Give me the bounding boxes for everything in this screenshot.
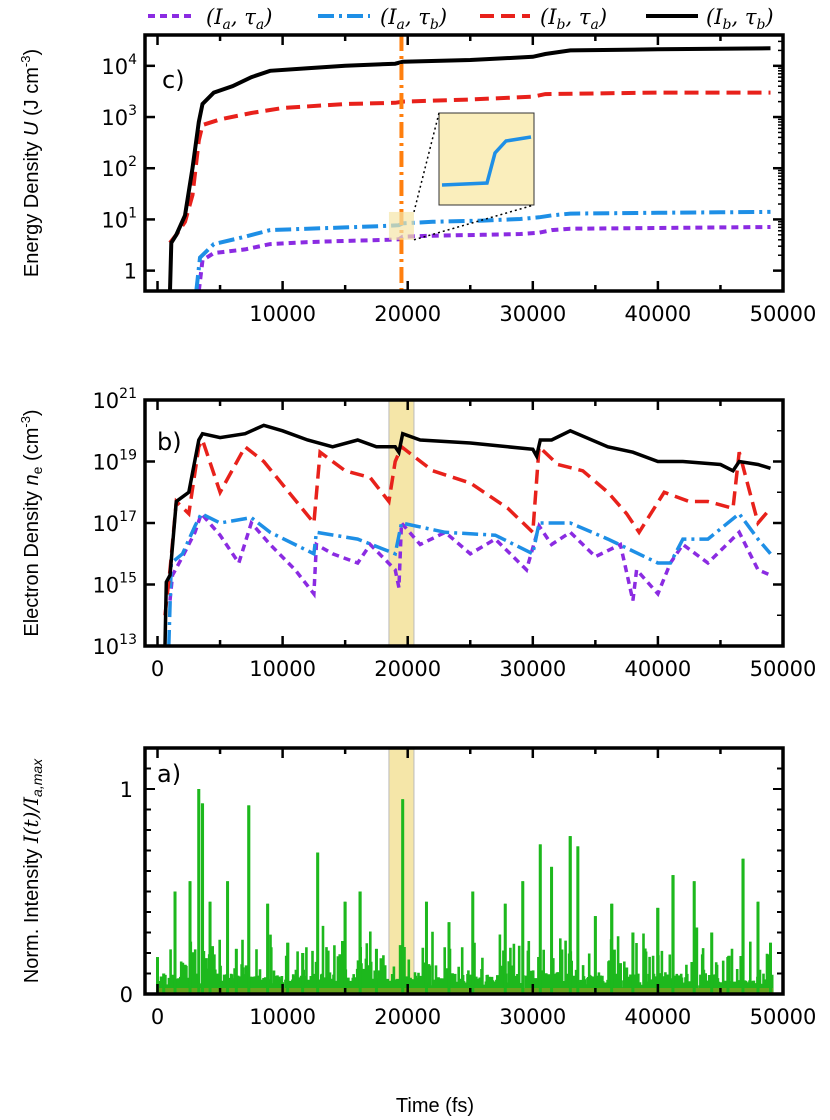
panel-b-xtick-label: 20000: [374, 657, 441, 681]
panel-a-label: a): [157, 760, 181, 788]
panel-c-xtick-label: 20000: [374, 302, 441, 326]
panel-a-ytick-label: 1: [120, 778, 133, 802]
panel-c-plot-area: [168, 35, 771, 292]
panel-a-ytick-label: 0: [120, 983, 133, 1007]
panel-b-ylabel: Electron Density ne (cm-3): [18, 409, 45, 636]
panel-c-ytick-label: 101: [101, 205, 137, 232]
panel-b-series-line: [168, 510, 772, 601]
legend: (Ia, τa) (Ia, τb) (Ib, τa) (Ib, τb): [148, 5, 774, 33]
panel-b-xtick-label: 40000: [624, 657, 691, 681]
panel-c-ytick-label: 103: [101, 103, 137, 130]
legend-label-ib-tb: (Ib, τb): [706, 5, 774, 33]
panel-a-xtick-label: 50000: [750, 1005, 817, 1029]
panel-c-ytick-label: 102: [101, 154, 137, 181]
panel-a-xtick-label: 10000: [249, 1005, 316, 1029]
panel-b-ytick-label: 1019: [92, 448, 137, 475]
panel-b-series-line: [167, 511, 772, 647]
panel-a-plot-area: [156, 747, 774, 995]
panel-b-label: b): [157, 428, 182, 456]
inset-connector: [413, 112, 440, 213]
panel-c-xtick-label: 30000: [499, 302, 566, 326]
panel-a-ticks: 1 00 10000 20000 30000 40000 50000: [120, 747, 817, 1029]
panel-b-xtick-label: 30000: [499, 657, 566, 681]
panel-b-ytick-label: 1013: [92, 632, 137, 659]
panel-b-electron-density: 1021 1019 1017 1015 1013 0 10000 20000 30000 4000…: [18, 386, 816, 681]
legend-label-ia-tb: (Ia, τb): [380, 5, 447, 33]
panel-c-series-line: [168, 90, 771, 245]
panel-a-xtick-label: 20000: [374, 1005, 441, 1029]
panel-c-xtick-label: 10000: [249, 302, 316, 326]
panel-c-series-line: [168, 46, 771, 292]
panel-c-xtick-label: 50000: [750, 302, 817, 326]
panel-a-xtick-label: 0: [151, 1005, 164, 1029]
panel-a-intensity: 1 00 10000 20000 30000 40000 50000 a) Norm. In…: [19, 746, 817, 1029]
inset-curve: [441, 135, 532, 187]
intensity-baseline: [157, 988, 773, 994]
panel-b-series-line: [163, 423, 772, 647]
panel-b-ticks: 1021 1019 1017 1015 1013 0 10000 20000 30000 4000…: [92, 386, 816, 681]
panel-b-frame: [143, 398, 785, 648]
panel-b-series-line: [163, 435, 772, 616]
panel-b-ytick-label: 1021: [92, 386, 137, 413]
panel-b-xtick-label: 10000: [249, 657, 316, 681]
panel-a-ylabel: Norm. Intensity I(t)/Ia,max: [19, 758, 45, 983]
panel-b-plot-area: [163, 399, 772, 647]
panel-c-series-line: [194, 209, 771, 292]
inset-source-box: [388, 211, 414, 240]
panel-c-ytick-label: 104: [101, 52, 137, 79]
panel-c-ytick-label: 1: [124, 260, 137, 284]
legend-label-ib-ta: (Ib, τa): [540, 5, 607, 33]
legend-label-ia-ta: (Ia, τa): [206, 5, 272, 33]
panel-c-ylabel: Energy Density U (J cm-3): [18, 49, 43, 277]
panel-b-ytick-label: 1015: [92, 571, 137, 598]
x-axis-title: Time (fs): [396, 1095, 474, 1117]
panel-b-ytick-label: 1017: [92, 509, 137, 536]
panel-a-xtick-label: 40000: [624, 1005, 691, 1029]
panel-b-xtick-label: 0: [151, 657, 164, 681]
panel-c-ticks: 104 103 102 101 1 10000 20000 30000 40000 50000: [101, 34, 817, 326]
inset-connector: [413, 204, 535, 241]
panel-c-label: c): [162, 66, 185, 94]
panel-c-energy-density: 104 103 102 101 1 10000 20000 30000 40000 50000 c…: [18, 33, 817, 326]
panel-c-series-line: [196, 225, 771, 292]
panel-a-xtick-label: 30000: [499, 1005, 566, 1029]
panel-a-frame: [143, 746, 785, 996]
panel-c-xtick-label: 40000: [624, 302, 691, 326]
panel-c-frame: [143, 33, 785, 293]
inset-box: [438, 112, 535, 206]
panel-b-xtick-label: 50000: [750, 657, 817, 681]
